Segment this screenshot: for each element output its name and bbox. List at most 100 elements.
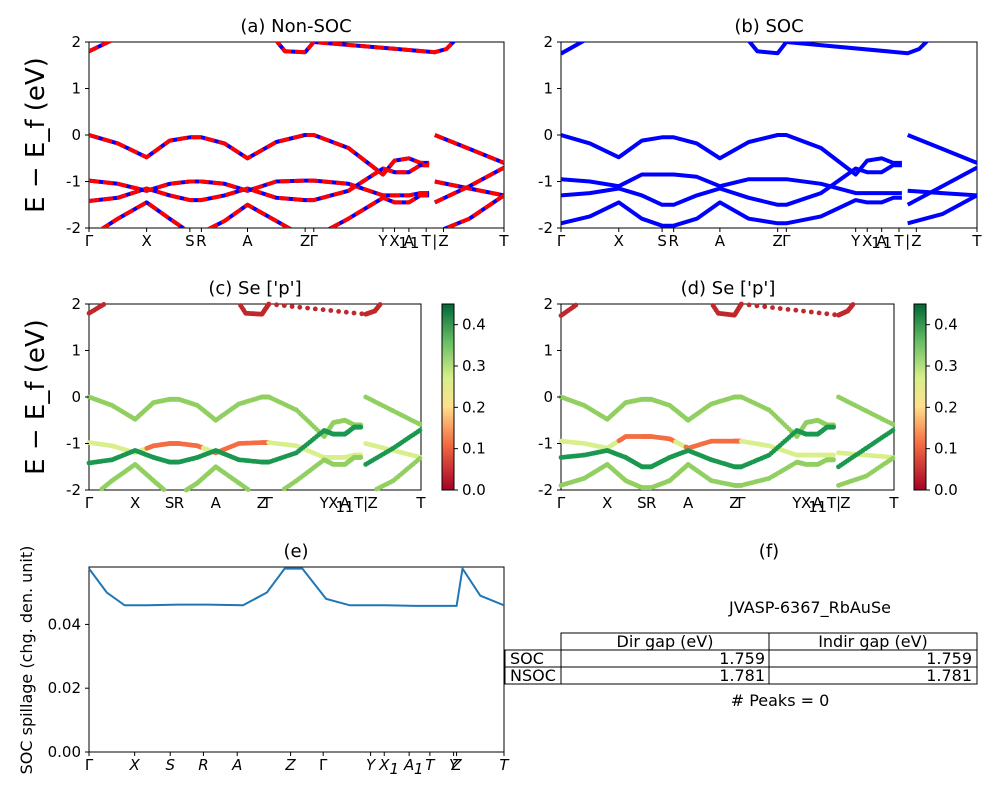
panel-d-colorbar: [913, 303, 927, 491]
xtick-label: Z: [367, 494, 377, 512]
proj-point: [245, 487, 251, 492]
ytick-label: -2: [66, 481, 81, 499]
xtick-label: 1: [883, 234, 893, 252]
xtick-label: 1: [871, 234, 881, 252]
xtick-label: Y: [366, 756, 377, 774]
header-dir-gap: Dir gap (eV): [617, 632, 714, 651]
xtick-label: X: [862, 232, 872, 250]
xtick-label: Z: [300, 232, 310, 250]
xtick-label: Γ: [319, 756, 328, 774]
proj-point: [754, 303, 760, 309]
xtick-label: 1: [390, 760, 400, 778]
row-soc-label: SOC: [510, 649, 544, 668]
xtick-label: R: [174, 494, 184, 512]
xtick-label: T: [893, 232, 904, 250]
panel-b-title: (b) SOC: [734, 16, 803, 37]
band-line: [89, 42, 457, 55]
band-line: [561, 133, 902, 177]
panel-c-ylabel: E − E_f (eV): [21, 319, 51, 475]
xtick-label: Γ: [737, 494, 746, 512]
row-nsoc-dir: 1.781: [719, 666, 765, 685]
xtick-label: A: [403, 756, 414, 774]
proj-point: [358, 455, 364, 460]
panel-e-xticks: Γ X S R A Z Γ Y X 1 A 1 T YZ T: [85, 752, 510, 778]
proj-point: [777, 306, 783, 311]
ytick-label: -1: [538, 173, 553, 191]
band-line-overlay: [434, 179, 504, 198]
band-line: [907, 193, 977, 226]
proj-point: [274, 302, 279, 308]
xtick-label: Γ: [265, 494, 274, 512]
panel-e-ylabel: SOC spillage (chg. den. unit): [17, 546, 36, 775]
proj-point: [417, 456, 423, 461]
xtick-label: T: [971, 232, 982, 250]
xtick-label: Γ: [85, 756, 94, 774]
band-line: [99, 193, 430, 228]
xtick-label: Z: [257, 494, 267, 512]
xtick-label: Γ: [557, 232, 566, 250]
proj-point: [161, 487, 167, 492]
xtick-label: R: [196, 232, 206, 250]
xtick-label: R: [198, 756, 208, 774]
xtick-label: Γ: [85, 494, 94, 512]
xtick-label: T: [353, 494, 364, 512]
xtick-label: R: [668, 232, 678, 250]
colorbar-tick-label: 0.1: [934, 440, 958, 458]
xtick-label: T: [498, 232, 509, 250]
xtick-label: Z: [773, 232, 783, 250]
proj-point: [336, 309, 341, 314]
xtick-label: Z: [284, 756, 296, 774]
proj-point: [417, 421, 423, 427]
band-line: [561, 42, 930, 56]
xtick-label: Y: [791, 494, 802, 512]
ytick-label: 0: [543, 388, 553, 406]
xtick-label: T: [888, 494, 899, 512]
band-line-overlay: [441, 193, 504, 228]
ytick-label: 1: [543, 80, 553, 98]
xtick-label: 1: [808, 498, 818, 516]
ytick-label: 0.00: [48, 743, 81, 761]
colorbar-tick-label: 0.0: [462, 481, 486, 499]
proj-point: [793, 307, 799, 313]
proj-point: [281, 303, 287, 308]
xtick-label: S: [165, 494, 175, 512]
xtick-label: X: [389, 232, 399, 250]
proj-point: [312, 306, 318, 312]
proj-point: [831, 452, 836, 458]
xtick-label: Γ: [85, 232, 94, 250]
band-line: [441, 193, 504, 228]
xtick-label: |: [432, 232, 437, 250]
proj-point: [343, 309, 349, 315]
xtick-label: S: [185, 232, 195, 250]
ytick-label: 0.04: [48, 615, 81, 633]
band-line: [561, 172, 902, 196]
band-line: [561, 195, 902, 228]
xtick-label: Y: [319, 494, 330, 512]
proj-point: [808, 309, 814, 315]
band-line: [906, 165, 977, 207]
ytick-label: 1: [71, 80, 81, 98]
panel-b-yticks: 2 1 0 -1 -2: [538, 33, 561, 237]
xtick-label: 1: [414, 760, 424, 778]
proj-point: [890, 427, 896, 433]
xtick-label: Γ: [557, 494, 566, 512]
header-indir-gap: Indir gap (eV): [818, 632, 928, 651]
band-line: [906, 133, 977, 165]
xtick-label: A: [242, 232, 253, 250]
band-line: [89, 133, 430, 177]
peaks-count: # Peaks = 0: [731, 691, 830, 710]
ytick-label: 0: [543, 126, 553, 144]
xtick-label: Z: [729, 494, 739, 512]
row-soc-indir: 1.759: [926, 649, 972, 668]
panel-d-bands: [558, 301, 896, 491]
xtick-label: A: [877, 232, 888, 250]
colorbar-tick-label: 0.3: [934, 357, 958, 375]
panel-a-title: (a) Non-SOC: [240, 16, 351, 37]
xtick-label: Γ: [782, 232, 791, 250]
